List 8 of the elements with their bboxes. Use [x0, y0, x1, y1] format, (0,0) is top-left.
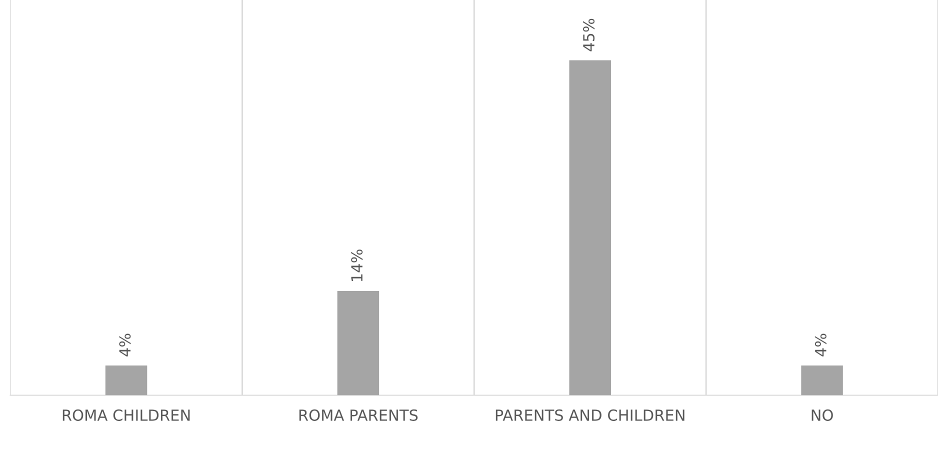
x-tick-label: ROMA CHILDREN: [62, 409, 190, 421]
data-label: 4%: [119, 334, 131, 356]
x-tick-label: NO: [812, 409, 833, 421]
data-label: 4%: [814, 334, 826, 356]
data-label: 45%: [582, 18, 595, 52]
x-tick-label: PARENTS AND CHILDREN: [496, 409, 684, 421]
data-label: 14%: [351, 250, 363, 282]
x-tick-label: ROMA PARENTS: [299, 409, 418, 421]
